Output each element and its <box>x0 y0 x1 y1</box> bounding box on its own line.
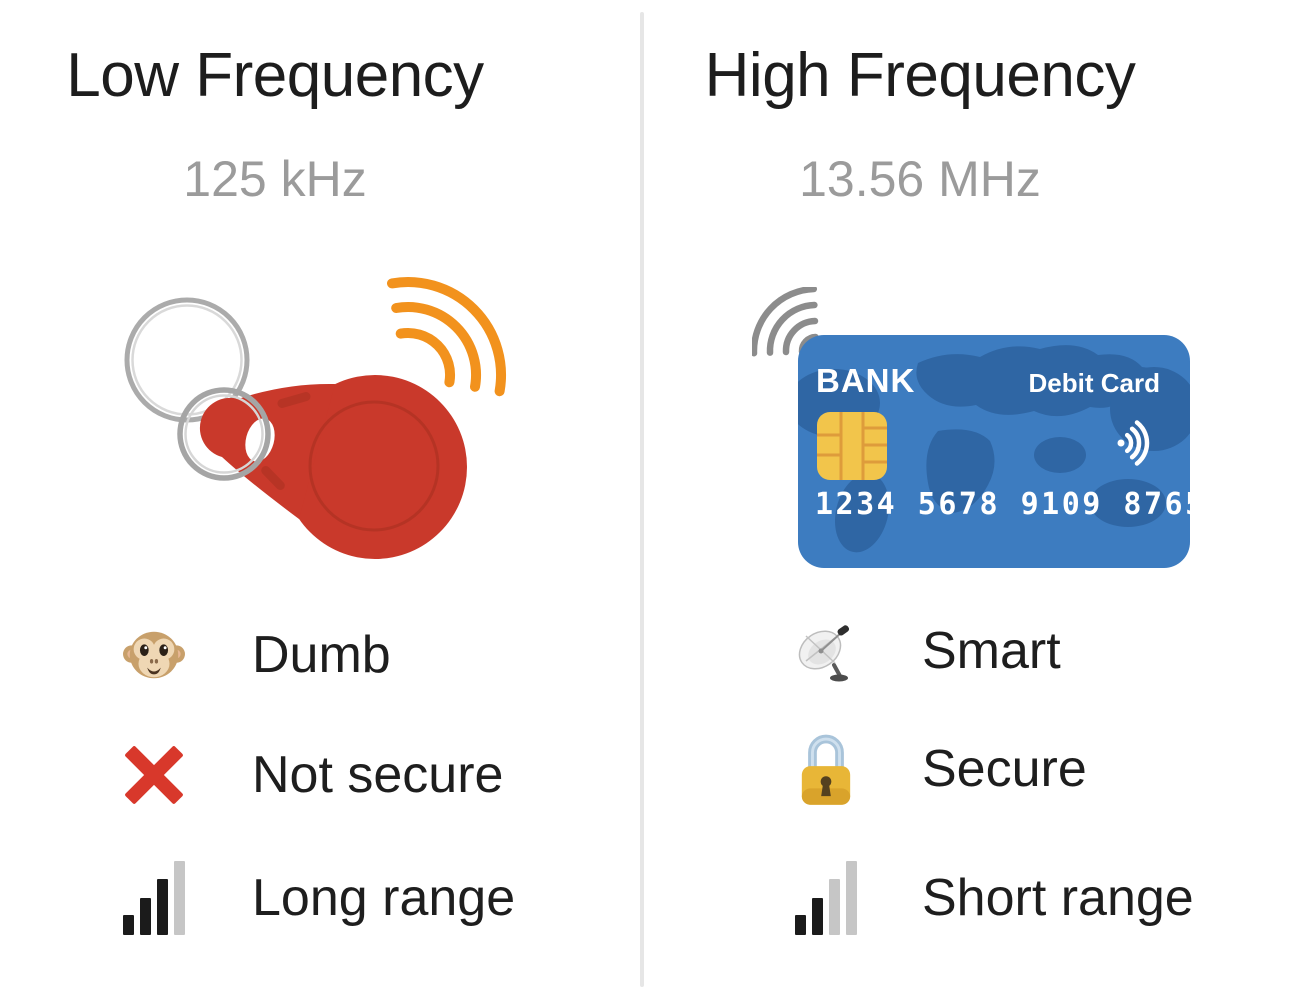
column-divider <box>640 12 644 987</box>
split-ring-icon <box>177 387 271 481</box>
satellite-dish-icon <box>798 625 850 682</box>
cross-mark-icon <box>124 745 184 805</box>
feature-label: Not secure <box>252 746 504 804</box>
bank-label: BANK <box>816 362 916 399</box>
feature-label: Smart <box>922 622 1061 680</box>
feature-row-not-secure: Not secure <box>118 734 503 816</box>
low-frequency-subtitle: 125 kHz <box>183 151 367 207</box>
lock-icon <box>801 734 851 805</box>
low-frequency-title: Low Frequency <box>66 41 484 110</box>
rf-waves-orange-icon <box>387 277 507 397</box>
world-map <box>798 345 1190 553</box>
feature-label: Short range <box>922 869 1194 927</box>
contactless-icon <box>1117 420 1150 466</box>
signal-bars-icon <box>123 861 185 935</box>
feature-row-short-range: Short range <box>790 857 1194 939</box>
feature-label: Long range <box>252 869 516 927</box>
feature-row-long-range: Long range <box>118 857 515 939</box>
feature-row-dumb: Dumb <box>118 614 391 696</box>
monkey-face-icon <box>123 631 185 679</box>
feature-row-secure: Secure <box>790 728 1087 810</box>
feature-label: Secure <box>922 740 1087 798</box>
high-frequency-title: High Frequency <box>704 41 1136 110</box>
card-chip-icon <box>817 412 887 480</box>
keyfob-body <box>199 375 467 559</box>
feature-label: Dumb <box>252 626 391 684</box>
signal-bars-icon <box>795 861 857 935</box>
card-number: 1234 5678 9109 8765 <box>815 487 1190 522</box>
keyfob-illustration <box>124 277 507 559</box>
feature-row-smart: Smart <box>790 610 1061 692</box>
debit-card-illustration: BANK Debit Card 1234 5678 9109 8765 <box>798 335 1190 568</box>
card-type-label: Debit Card <box>1028 368 1160 398</box>
high-frequency-subtitle: 13.56 MHz <box>799 151 1041 207</box>
